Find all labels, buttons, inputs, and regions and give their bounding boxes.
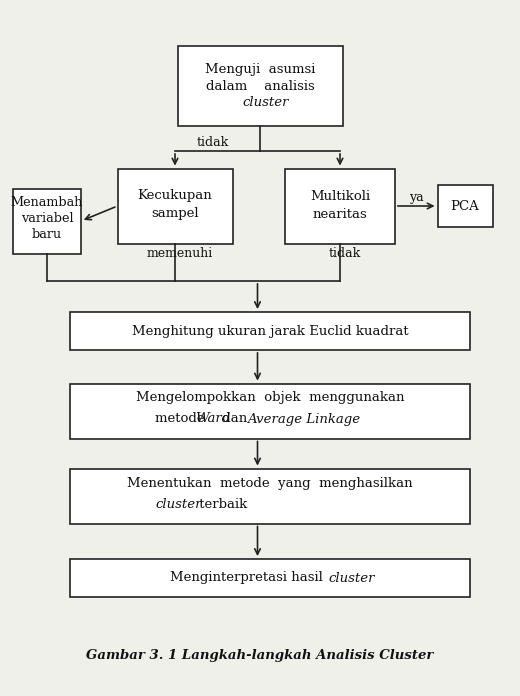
Bar xyxy=(70,383,470,438)
Text: Gambar 3. 1 Langkah-langkah Analisis Cluster: Gambar 3. 1 Langkah-langkah Analisis Clu… xyxy=(86,649,434,663)
Bar xyxy=(118,168,232,244)
Text: metode: metode xyxy=(155,413,209,425)
Text: variabel: variabel xyxy=(21,212,73,226)
Text: Multikoli: Multikoli xyxy=(310,189,370,203)
Text: cluster: cluster xyxy=(242,97,289,109)
Text: Ward: Ward xyxy=(195,413,230,425)
Text: Average Linkage: Average Linkage xyxy=(247,413,360,425)
Text: sampel: sampel xyxy=(151,207,199,221)
Text: baru: baru xyxy=(32,228,62,242)
Text: PCA: PCA xyxy=(451,200,479,212)
Bar xyxy=(70,559,470,597)
Bar xyxy=(437,185,492,227)
Text: Kecukupan: Kecukupan xyxy=(138,189,212,203)
Bar xyxy=(177,46,343,126)
Text: dan: dan xyxy=(218,413,252,425)
Text: Menentukan  metode  yang  menghasilkan: Menentukan metode yang menghasilkan xyxy=(127,477,413,489)
Text: Menambah: Menambah xyxy=(11,196,83,209)
Text: dalam    analisis: dalam analisis xyxy=(205,79,315,93)
Bar xyxy=(13,189,81,253)
Text: memenuhi: memenuhi xyxy=(147,247,213,260)
Text: Mengelompokkan  objek  menggunakan: Mengelompokkan objek menggunakan xyxy=(136,391,404,404)
Text: Menguji  asumsi: Menguji asumsi xyxy=(205,63,315,77)
Text: Menghitung ukuran jarak Euclid kuadrat: Menghitung ukuran jarak Euclid kuadrat xyxy=(132,324,408,338)
Text: terbaik: terbaik xyxy=(195,498,247,510)
Text: Menginterpretasi hasil: Menginterpretasi hasil xyxy=(170,571,327,585)
Text: cluster: cluster xyxy=(328,571,374,585)
Text: nearitas: nearitas xyxy=(313,207,367,221)
Bar xyxy=(285,168,395,244)
Bar xyxy=(70,468,470,523)
Bar xyxy=(70,312,470,350)
Text: cluster: cluster xyxy=(155,498,202,510)
Text: tidak: tidak xyxy=(329,247,361,260)
Text: tidak: tidak xyxy=(197,136,229,150)
Text: ya: ya xyxy=(409,191,424,205)
